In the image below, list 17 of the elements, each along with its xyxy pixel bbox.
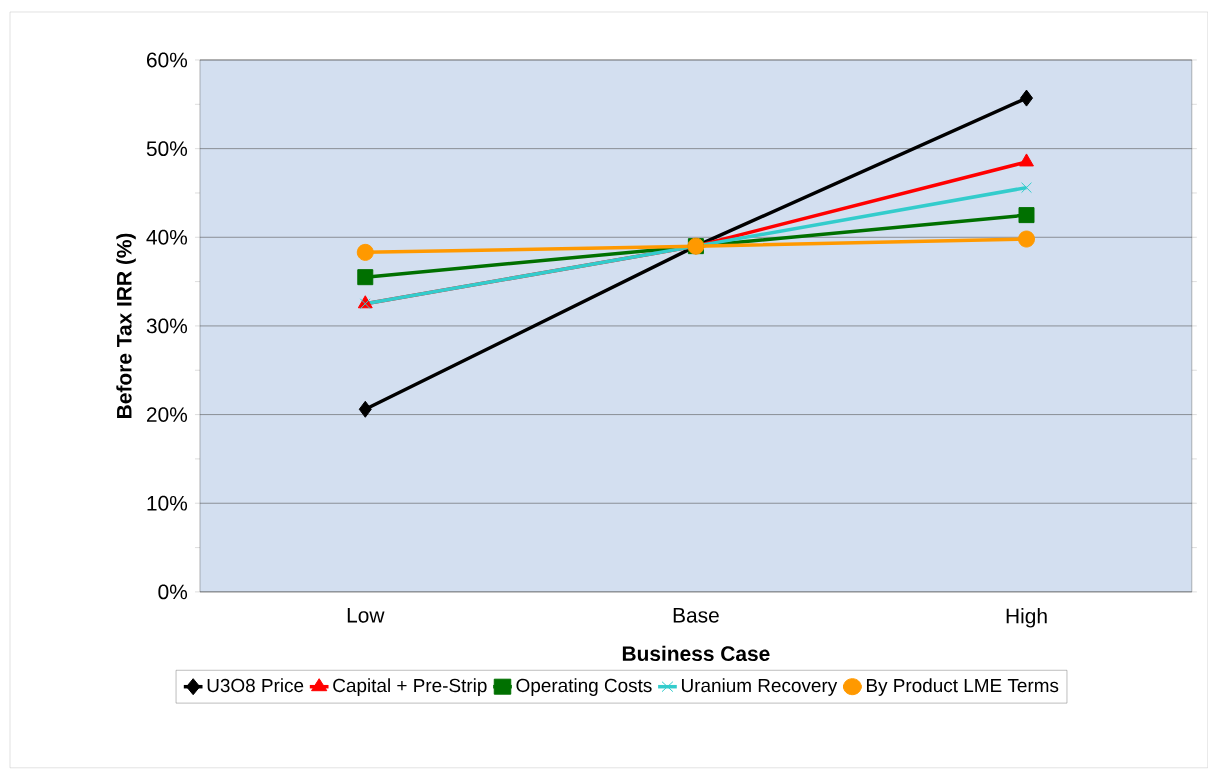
x-tick-label: High: [1006, 608, 1047, 628]
y-tick-label: 30%: [146, 318, 188, 334]
legend-label: U3O8 Price: [207, 678, 304, 693]
y-tick-label: 50%: [146, 141, 188, 157]
legend-label: By Product LME Terms: [866, 678, 1059, 696]
legend-label: Uranium Recovery: [681, 678, 838, 696]
y-tick-label: 10%: [147, 495, 188, 511]
y-tick-label: 40%: [146, 229, 188, 245]
x-axis-title: Business Case: [622, 645, 770, 662]
legend-label: Operating Costs: [516, 678, 652, 696]
y-tick-label: 0%: [158, 584, 188, 600]
x-tick-label: Base: [673, 608, 719, 623]
x-tick-label: Low: [347, 608, 385, 623]
y-tick-label: 20%: [146, 407, 188, 423]
y-tick-label: 60%: [147, 52, 188, 68]
legend-label: Capital + Pre-Strip: [333, 678, 487, 696]
y-axis-title: Before Tax IRR (%): [116, 233, 136, 418]
